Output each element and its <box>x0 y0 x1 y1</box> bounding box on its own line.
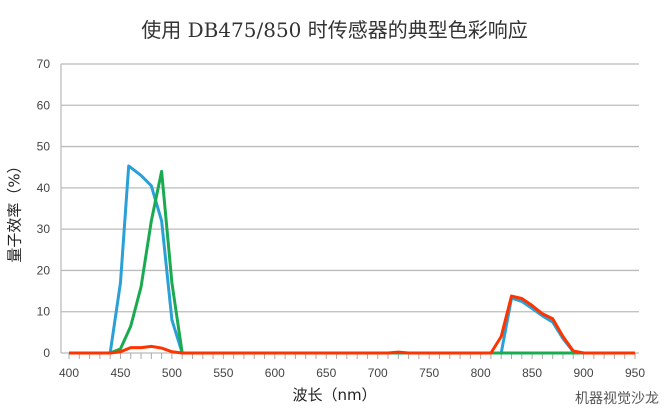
x-tick-label: 850 <box>522 366 542 380</box>
x-tick-label: 650 <box>316 366 336 380</box>
x-axis-label: 波长（nm） <box>292 386 377 404</box>
x-tick-label: 950 <box>625 366 645 380</box>
y-tick-label: 0 <box>43 346 50 360</box>
x-tick-label: 800 <box>471 366 491 380</box>
y-tick-label: 10 <box>37 305 51 319</box>
x-tick-label: 400 <box>59 366 79 380</box>
series-line-2 <box>69 294 635 355</box>
x-tick-label: 900 <box>574 366 594 380</box>
watermark: 机器视觉沙龙 <box>575 391 659 407</box>
y-tick-label: 30 <box>37 222 51 236</box>
y-tick-label: 50 <box>37 140 51 154</box>
y-tick-label: 20 <box>37 263 51 277</box>
x-tick-label: 700 <box>368 366 388 380</box>
y-tick-label: 40 <box>37 181 51 195</box>
x-tick-label: 750 <box>419 366 439 380</box>
y-tick-label: 60 <box>37 98 51 112</box>
chart-title: 使用 DB475/850 时传感器的典型色彩响应 <box>141 18 528 42</box>
x-tick-label: 550 <box>213 366 233 380</box>
x-tick-label: 450 <box>110 366 130 380</box>
series-line-0 <box>69 164 635 355</box>
y-tick-label: 70 <box>37 57 51 71</box>
x-tick-label: 600 <box>265 366 285 380</box>
x-tick-label: 500 <box>162 366 182 380</box>
